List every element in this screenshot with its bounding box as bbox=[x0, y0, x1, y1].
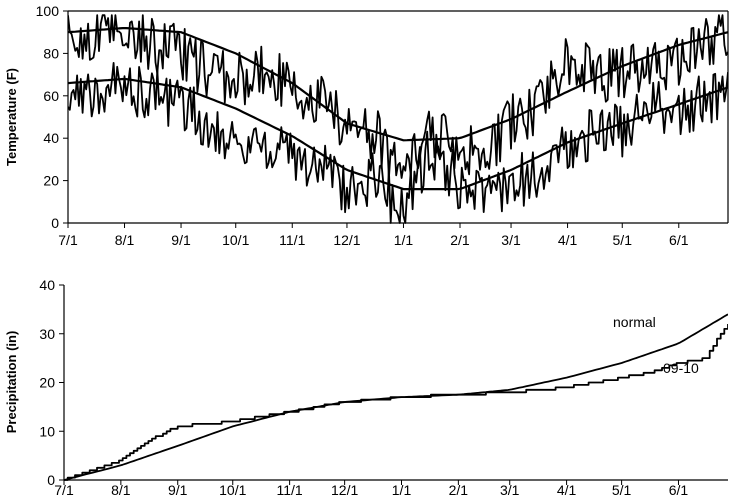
precipitation-x-tick-label: 6/1 bbox=[669, 482, 689, 497]
temperature-x-tick-label: 7/1 bbox=[58, 232, 78, 248]
precipitation-x-tick-label: 9/1 bbox=[168, 482, 188, 497]
precipitation-x-tick-label: 1/1 bbox=[392, 482, 412, 497]
temperature-x-tick-label: 5/1 bbox=[613, 232, 633, 248]
temperature-y-axis-label: Temperature (F) bbox=[4, 68, 19, 166]
temperature-x-tick-label: 4/1 bbox=[558, 232, 578, 248]
precipitation-y-axis-label: Precipitation (in) bbox=[4, 331, 19, 434]
temperature-series-observed-low bbox=[68, 62, 728, 224]
temperature-x-tick-label: 3/1 bbox=[501, 232, 521, 248]
precipitation-y-tick-label: 40 bbox=[39, 277, 55, 293]
temperature-y-tick-label: 80 bbox=[43, 45, 59, 61]
precipitation-y-tick-label: 0 bbox=[47, 472, 55, 488]
temperature-x-tick-label: 1/1 bbox=[394, 232, 414, 248]
temperature-x-tick-label: 2/1 bbox=[450, 232, 470, 248]
temperature-panel: 0 20 40 60 80 100 7/1 8/1 9/1 10/1 11/1 12/1 1/1 2/1 3… bbox=[4, 3, 729, 248]
precipitation-x-tick-label: 5/1 bbox=[612, 482, 632, 497]
temperature-x-tick-label: 12/1 bbox=[333, 232, 360, 248]
precipitation-y-tick-label: 10 bbox=[39, 423, 55, 439]
normal-series-label: normal bbox=[613, 314, 656, 330]
precipitation-x-tick-label: 12/1 bbox=[331, 482, 358, 497]
temperature-series-observed-high bbox=[68, 14, 728, 180]
precipitation-x-tick-label: 4/1 bbox=[557, 482, 577, 497]
temperature-x-tick-label: 9/1 bbox=[171, 232, 191, 248]
precipitation-series-09-10 bbox=[64, 324, 728, 481]
precipitation-y-tick-label: 30 bbox=[39, 326, 55, 342]
precipitation-panel: 0 10 20 30 40 7/1 8/1 9/1 10/1 11/1 12/1 1/1 2/1 3/1 4… bbox=[4, 277, 728, 497]
temperature-y-tick-label: 100 bbox=[36, 3, 60, 19]
temperature-x-tick-label: 8/1 bbox=[115, 232, 135, 248]
temperature-y-tick-label: 0 bbox=[51, 215, 59, 231]
precipitation-x-tick-label: 10/1 bbox=[219, 482, 246, 497]
temperature-x-tick-label: 10/1 bbox=[222, 232, 249, 248]
0910-series-label: 09-10 bbox=[663, 360, 699, 376]
precipitation-x-tick-label: 7/1 bbox=[54, 482, 74, 497]
temperature-x-tick-label: 11/1 bbox=[279, 232, 305, 248]
temperature-y-tick-label: 60 bbox=[43, 88, 59, 104]
precipitation-x-tick-label: 2/1 bbox=[449, 482, 469, 497]
temperature-y-tick-label: 40 bbox=[43, 130, 59, 146]
temperature-y-tick-label: 20 bbox=[43, 173, 59, 189]
precipitation-x-tick-label: 8/1 bbox=[111, 482, 131, 497]
temperature-x-tick-label: 6/1 bbox=[669, 232, 689, 248]
precipitation-x-tick-label: 11/1 bbox=[277, 482, 303, 497]
precipitation-y-tick-label: 20 bbox=[39, 375, 55, 391]
precipitation-x-tick-label: 3/1 bbox=[500, 482, 520, 497]
